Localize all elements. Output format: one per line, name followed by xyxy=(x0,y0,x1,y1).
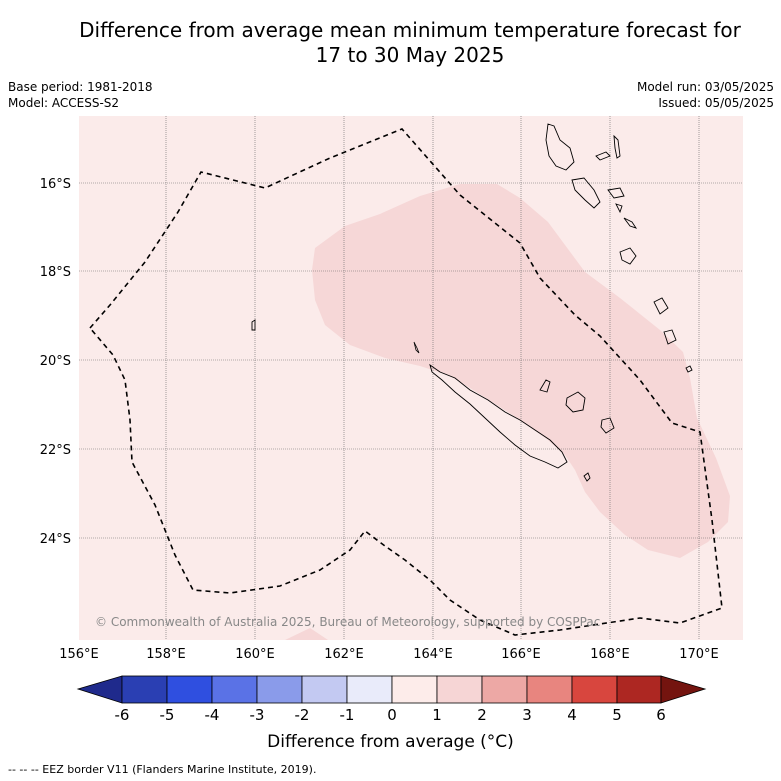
colorbar-tick-2: 2 xyxy=(477,706,487,724)
lon-label-156: 156°E xyxy=(59,647,99,662)
eez-legend-footer: -- -- -- EEZ border V11 (Flanders Marine… xyxy=(8,763,317,776)
colorbar-tick-0: 0 xyxy=(387,706,397,724)
erromango-island xyxy=(653,297,669,315)
belep-islands xyxy=(413,341,420,354)
colorbar-bin-neg5-neg4 xyxy=(166,675,213,704)
new-caledonia-coastline xyxy=(429,363,568,469)
ouvea-island xyxy=(539,379,551,393)
model-run-text: Model run: 03/05/2025 xyxy=(636,80,774,94)
lon-label-170: 170°E xyxy=(679,647,719,662)
colorbar-bin-5-6 xyxy=(616,675,662,704)
colorbar-tick-neg3: -3 xyxy=(250,706,265,724)
colorbar-tick-1: 1 xyxy=(432,706,442,724)
title-line-1: Difference from average mean minimum tem… xyxy=(79,18,741,42)
colorbar-tick-neg4: -4 xyxy=(205,706,220,724)
colorbar-tick-5: 5 xyxy=(612,706,622,724)
base-period-text: Base period: 1981-2018 xyxy=(8,80,153,94)
lat-label-22: 22°S xyxy=(40,443,71,458)
colorbar-tick-3: 3 xyxy=(522,706,532,724)
issued-text: Issued: 05/05/2025 xyxy=(658,96,774,110)
maewo-island xyxy=(613,134,621,159)
lat-label-24: 24°S xyxy=(40,532,71,547)
colorbar-tick-6: 6 xyxy=(656,706,666,724)
colorbar xyxy=(76,675,707,704)
colorbar-low-arrow xyxy=(76,675,123,704)
lon-label-158: 158°E xyxy=(146,647,186,662)
colorbar-tick-4: 4 xyxy=(567,706,577,724)
base-info: Base period: 1981-2018 Model: ACCESS-S2 xyxy=(8,79,153,111)
colorbar-tick-neg2: -2 xyxy=(295,706,310,724)
colorbar-bin-2-3 xyxy=(481,675,528,704)
gridlines xyxy=(79,116,743,640)
map-title: Difference from average mean minimum tem… xyxy=(40,18,780,68)
malekula-island xyxy=(571,177,601,209)
run-info: Model run: 03/05/2025 Issued: 05/05/2025 xyxy=(637,79,774,111)
chesterfield-island xyxy=(251,319,256,331)
ambae-island xyxy=(595,151,611,161)
shepherd-islands xyxy=(623,217,638,229)
eez-border xyxy=(88,128,723,636)
colorbar-bin-3-4 xyxy=(526,675,573,704)
model-text: Model: ACCESS-S2 xyxy=(8,96,120,110)
aneityum-island xyxy=(685,365,693,373)
colorbar-bin-neg6-neg5 xyxy=(121,675,168,704)
lat-label-16: 16°S xyxy=(40,177,71,192)
copyright-text: © Commonwealth of Australia 2025, Bureau… xyxy=(95,615,600,629)
colorbar-bin-neg1-0 xyxy=(346,675,393,704)
lon-label-164: 164°E xyxy=(413,647,453,662)
lon-label-168: 168°E xyxy=(590,647,630,662)
colorbar-label: Difference from average (°C) xyxy=(267,732,514,752)
colorbar-bin-neg3-neg2 xyxy=(256,675,303,704)
colorbar-bin-4-5 xyxy=(571,675,618,704)
lon-label-162: 162°E xyxy=(324,647,364,662)
colorbar-bin-neg2-neg1 xyxy=(301,675,348,704)
efate-island xyxy=(619,247,637,265)
lon-label-160: 160°E xyxy=(235,647,275,662)
tanna-island xyxy=(663,329,677,345)
isle-of-pines xyxy=(583,472,591,482)
lifou-island xyxy=(565,391,586,413)
colorbar-tick-neg6: -6 xyxy=(115,706,130,724)
lon-label-166: 166°E xyxy=(501,647,541,662)
colorbar-high-arrow xyxy=(660,675,707,704)
anomaly-region-small xyxy=(285,628,328,640)
colorbar-bin-0-1 xyxy=(391,675,438,704)
pentecost-island xyxy=(607,187,625,199)
epi-island xyxy=(615,203,623,214)
colorbar-tick-neg5: -5 xyxy=(160,706,175,724)
espiritu-santo-island xyxy=(545,123,575,171)
title-line-2: 17 to 30 May 2025 xyxy=(315,43,505,67)
mare-island xyxy=(600,417,615,434)
colorbar-bin-neg4-neg3 xyxy=(211,675,258,704)
lat-label-18: 18°S xyxy=(40,265,71,280)
colorbar-bin-1-2 xyxy=(436,675,483,704)
colorbar-tick-neg1: -1 xyxy=(340,706,355,724)
lat-label-20: 20°S xyxy=(40,354,71,369)
